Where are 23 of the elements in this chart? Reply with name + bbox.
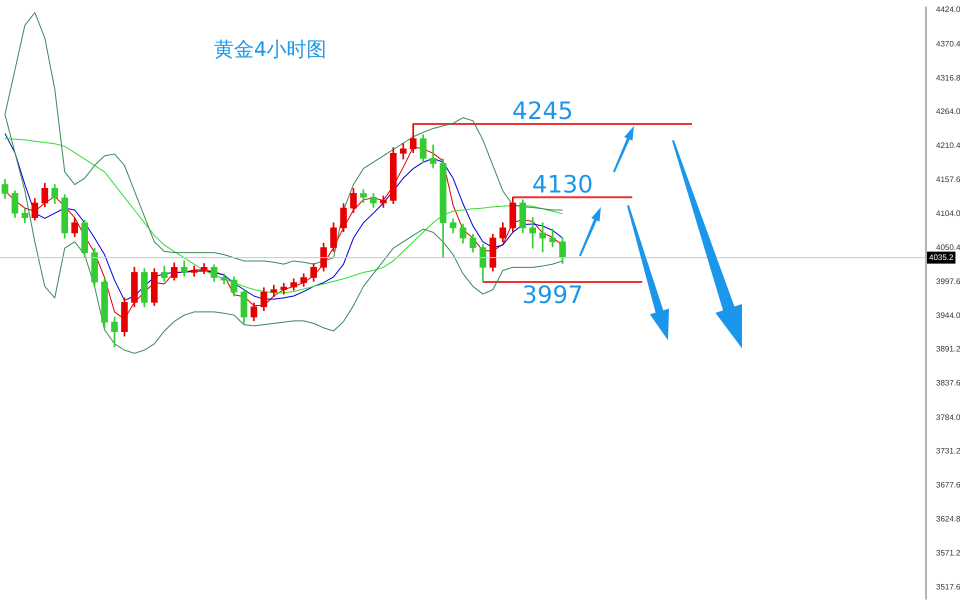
y-tick-label: 3731.2 (936, 446, 960, 456)
y-tick-label: 3837.6 (936, 378, 960, 388)
ref-line-label: 4035.2 (929, 252, 954, 262)
y-tick-label: 4316.8 (936, 73, 960, 82)
y-tick-label: 3677.6 (936, 480, 960, 490)
y-tick-label: 4424.0 (936, 5, 960, 14)
series-label: 3997 (522, 281, 584, 310)
series-label: 4130 (532, 170, 594, 198)
y-tick-label: 4210.4 (936, 141, 960, 150)
y-tick-label: 3517.6 (936, 582, 960, 592)
y-tick-label: 4157.6 (936, 174, 960, 184)
y-tick-label: 3997.6 (936, 276, 960, 286)
y-tick-label: 3891.2 (936, 344, 960, 354)
y-tick-label: 4050.4 (936, 243, 960, 252)
y-tick-label: 3944.0 (936, 310, 960, 320)
y-tick-label: 4104.0 (936, 209, 960, 218)
y-tick-label: 3571.2 (936, 548, 960, 558)
y-tick-label: 4264.0 (936, 107, 960, 116)
series-label: 4245 (512, 97, 574, 126)
y-tick-label: 3784.0 (936, 412, 960, 422)
y-tick-label: 4370.4 (936, 39, 960, 48)
text: 黄金4小时图 (214, 37, 327, 61)
y-tick-label: 3624.8 (936, 514, 960, 524)
